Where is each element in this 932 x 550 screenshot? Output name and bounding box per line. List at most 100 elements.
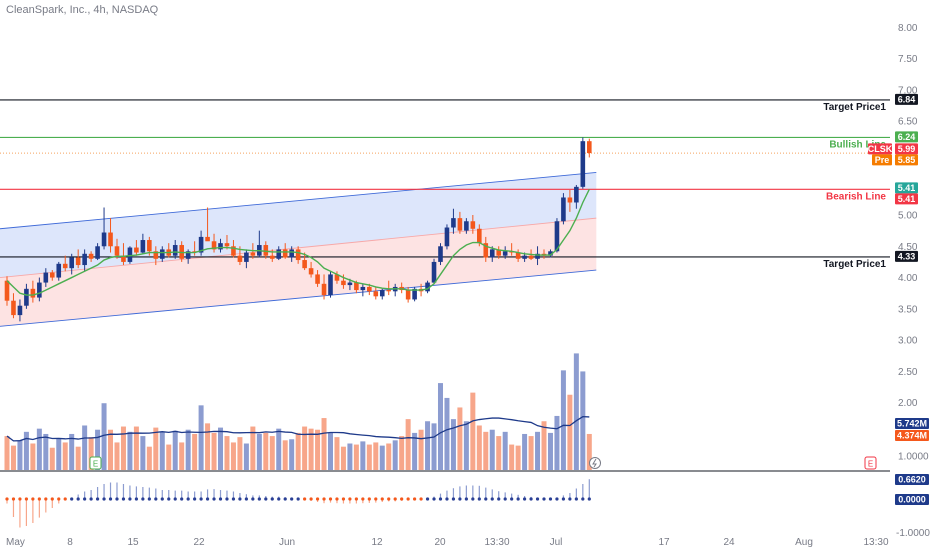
candle-body — [114, 246, 120, 256]
volume-bar — [62, 442, 68, 470]
oscillator-dot — [400, 497, 404, 501]
oscillator-dot — [257, 497, 261, 501]
volume-bar — [211, 432, 217, 470]
oscillator-dot — [322, 497, 326, 501]
time-axis: May 8 15 22 Jun 12 20 13:30 Jul 17 24 Aug 13:30 — [6, 537, 889, 548]
time-tick-label: Jul — [550, 537, 563, 548]
oscillator-dot — [5, 497, 9, 501]
channel-upper-line — [0, 172, 597, 230]
candle-body — [496, 249, 502, 256]
candle-body — [276, 249, 282, 259]
oscillator-tick-label: -1.0000 — [896, 528, 930, 539]
volume-bar — [360, 441, 366, 470]
volume-bar — [573, 353, 579, 470]
volume-bar — [289, 439, 295, 470]
oscillator-dot — [438, 497, 443, 501]
premarket-tag-bg — [872, 154, 892, 166]
candle-body — [444, 227, 450, 247]
candle-body — [515, 252, 521, 259]
volume-bar — [528, 436, 534, 470]
volume-bar — [17, 440, 23, 470]
candle-body — [574, 186, 579, 203]
volume-bar — [315, 429, 321, 470]
oscillator-dot — [270, 497, 274, 501]
candle-body — [379, 290, 385, 297]
volume-bar — [340, 446, 346, 470]
earnings-badge-frame — [89, 456, 102, 470]
oscillator-dot — [555, 497, 559, 501]
candle-body — [17, 305, 23, 316]
price-tick-label: 8.00 — [898, 23, 918, 34]
price-tick-label: 3.00 — [898, 336, 918, 347]
volume-bar — [347, 443, 353, 470]
volume-label-current: 4.374M — [897, 431, 927, 441]
oscillator-dot — [451, 497, 456, 501]
oscillator-dot — [445, 497, 449, 501]
candle-body — [224, 243, 230, 247]
volume-bar — [282, 440, 288, 470]
horizontal-lines: Target Price1 Bullish Line Bearish Line Tar… — [0, 99, 890, 270]
candle-body — [134, 247, 139, 253]
candle-body — [82, 253, 87, 266]
candle-body — [30, 288, 36, 298]
volume-bar — [425, 421, 431, 470]
level-label: Bullish Line — [829, 139, 886, 150]
volume-bar — [101, 403, 107, 470]
price-tick-label: 2.50 — [898, 367, 918, 378]
price-label-current-bg — [895, 143, 918, 155]
oscillator-dot — [44, 497, 48, 501]
oscillator-dot — [374, 497, 378, 501]
candle-body — [528, 255, 534, 259]
price-label-target-low: 4.33 — [898, 251, 916, 261]
oscillator-dot — [141, 497, 145, 501]
candle-body — [548, 251, 553, 256]
volume-bar — [146, 446, 152, 470]
candle-body — [282, 249, 288, 258]
candle-body — [43, 272, 49, 283]
candle-body — [153, 251, 159, 259]
oscillator-label-zero: 0.0000 — [898, 495, 926, 505]
oscillator-dot — [503, 497, 507, 501]
oscillator-dot — [218, 497, 223, 501]
volume-bar — [88, 437, 94, 470]
volume-bar — [509, 444, 515, 470]
volume-bar — [49, 447, 55, 470]
price-label-premarket: 5.85 — [898, 155, 916, 165]
oscillator-dot — [193, 497, 197, 501]
oscillator-dot — [523, 497, 527, 501]
volume-label-avg: 5.742M — [897, 419, 927, 429]
premarket-tag: Pre — [875, 155, 890, 165]
oscillator-dot — [128, 497, 132, 501]
volume-bar — [75, 446, 81, 470]
oscillator-dot — [134, 497, 138, 501]
oscillator-dot — [529, 497, 533, 501]
oscillator-dot — [11, 497, 16, 501]
candle-body — [587, 141, 592, 154]
symbol-tag-bg — [868, 143, 892, 155]
oscillator-dot — [548, 497, 553, 501]
volume-bar — [269, 436, 275, 470]
volume-bar — [444, 397, 450, 470]
oscillator-dot — [419, 497, 423, 501]
oscillator-dot — [387, 497, 391, 501]
oscillator-dot — [244, 497, 248, 501]
dividend-icon — [589, 457, 601, 469]
volume-bar — [547, 432, 553, 470]
oscillator-dot — [31, 497, 35, 501]
oscillator-dot — [477, 497, 481, 501]
candle-body — [49, 272, 55, 278]
oscillator-dot — [535, 497, 540, 501]
candle-body — [147, 240, 152, 252]
oscillator-dot — [264, 497, 268, 501]
oscillator-dot — [212, 497, 216, 501]
volume-bar — [108, 429, 114, 470]
oscillator-dot — [380, 497, 384, 501]
oscillator-dot — [277, 497, 281, 501]
oscillator-dot — [63, 497, 67, 501]
channel-lower-line — [0, 269, 597, 327]
volume-bar — [224, 436, 230, 470]
oscillator-dot — [180, 497, 184, 501]
candle-body — [334, 274, 340, 281]
